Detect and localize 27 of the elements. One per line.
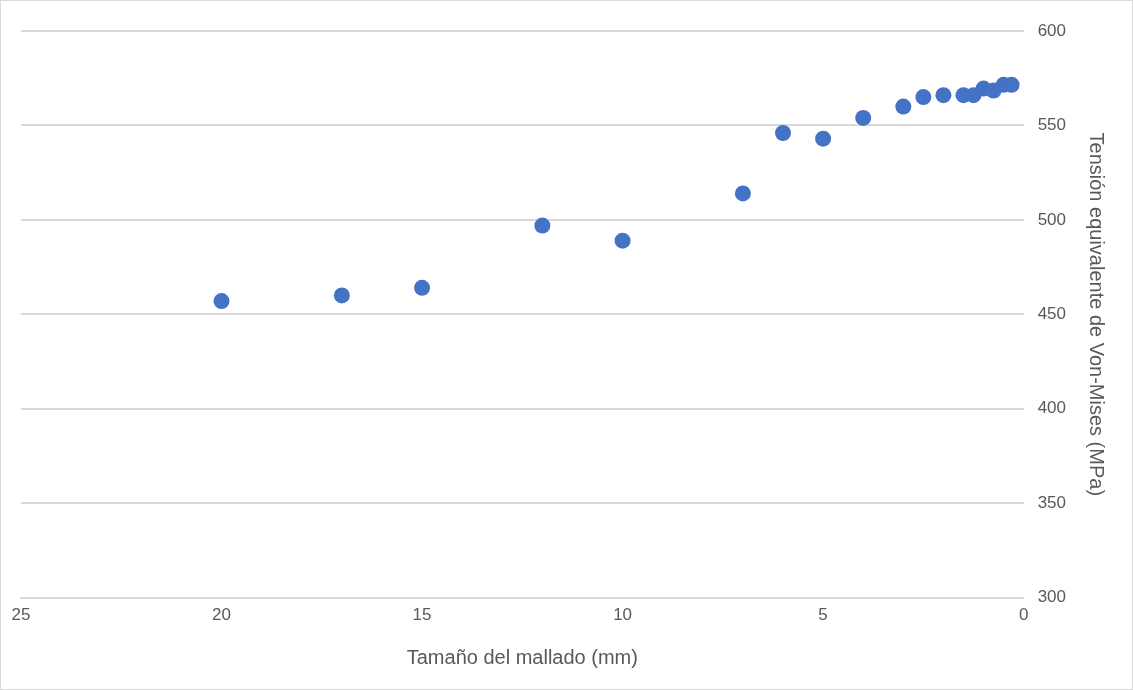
point bbox=[855, 109, 872, 126]
point bbox=[333, 287, 350, 304]
point bbox=[775, 124, 791, 141]
point bbox=[614, 232, 631, 249]
y-tick-label: 600 bbox=[1037, 20, 1067, 40]
x-tick-label: 15 bbox=[412, 605, 432, 625]
point bbox=[734, 185, 751, 202]
x-tick-label: 25 bbox=[11, 605, 31, 625]
y-tick-label: 550 bbox=[1037, 115, 1067, 135]
point bbox=[534, 217, 551, 234]
y-tick-label: 450 bbox=[1037, 303, 1067, 323]
y-tick-label: 500 bbox=[1037, 209, 1067, 229]
point bbox=[414, 279, 431, 296]
x-tick-label: 0 bbox=[1018, 605, 1029, 625]
y-tick-label: 350 bbox=[1037, 492, 1067, 512]
point bbox=[935, 87, 952, 104]
point bbox=[915, 89, 932, 106]
point bbox=[815, 130, 832, 147]
y-tick-label: 300 bbox=[1037, 587, 1067, 607]
point bbox=[213, 293, 230, 310]
y-axis-title: Tensión equivalente de Von-Mises (MPa) bbox=[1086, 132, 1109, 497]
x-axis-title: Tamaño del mallado (mm) bbox=[406, 645, 638, 668]
x-tick-label: 20 bbox=[212, 605, 231, 625]
x-tick-label: 10 bbox=[613, 605, 633, 625]
x-tick-label: 5 bbox=[818, 605, 828, 625]
point bbox=[895, 98, 912, 115]
y-tick-label: 400 bbox=[1037, 398, 1067, 418]
